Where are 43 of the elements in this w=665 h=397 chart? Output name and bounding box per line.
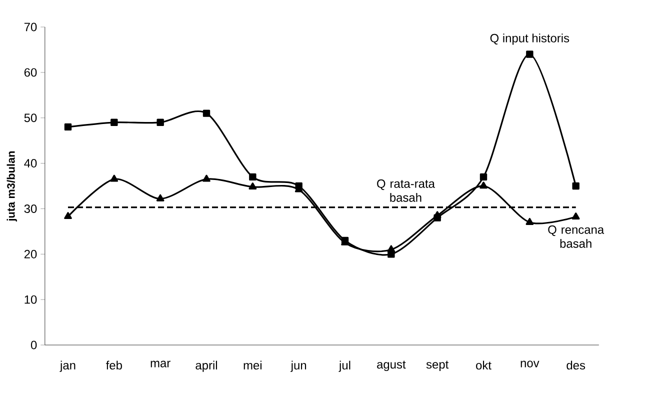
point: [480, 182, 488, 189]
point: [295, 182, 302, 190]
x-tick-label: sept: [426, 360, 449, 371]
y-tick-label: 60: [24, 68, 37, 77]
x-tick-label: april: [196, 360, 217, 372]
point: [572, 182, 580, 190]
x-tick-label: jan: [60, 360, 76, 372]
y-tick-label: 70: [24, 22, 37, 32]
y-tick-label: 50: [24, 114, 37, 122]
x-tick-label: nov: [520, 360, 540, 368]
x-tick-label: jun: [290, 360, 306, 372]
x-tick-label: mar: [150, 360, 170, 368]
point: [526, 218, 534, 225]
point: [249, 173, 256, 181]
x-tick-label: des: [566, 360, 586, 370]
point: [156, 118, 164, 126]
x-tick-label: mei: [244, 360, 262, 370]
x-tick-label: feb: [106, 360, 122, 370]
point: [248, 182, 257, 190]
y-axis-title: juta m3/bulan: [6, 151, 18, 222]
point: [64, 123, 72, 131]
point: [156, 194, 164, 202]
ref-line-label: Q rata-rata basah: [377, 179, 435, 202]
x-tick-label: okt: [476, 360, 492, 370]
y-tick-label: 20: [24, 250, 37, 258]
x-tick-label: agust: [377, 360, 406, 371]
y-tick-label: 30: [24, 204, 37, 213]
point: [526, 50, 534, 58]
point: [202, 174, 210, 182]
x-tick-label: jul: [338, 360, 350, 372]
series-label: Q input historis: [490, 34, 570, 45]
point: [64, 212, 72, 220]
point: [388, 250, 395, 258]
point: [434, 214, 441, 222]
point: [480, 173, 488, 181]
y-tick-label: 40: [24, 159, 37, 168]
point: [572, 212, 580, 220]
y-tick-label: 0: [30, 340, 37, 350]
point: [110, 174, 118, 182]
series-label: Q rencana basah: [548, 225, 604, 248]
point: [110, 118, 118, 126]
y-tick-label: 10: [24, 295, 37, 304]
point: [202, 110, 210, 117]
